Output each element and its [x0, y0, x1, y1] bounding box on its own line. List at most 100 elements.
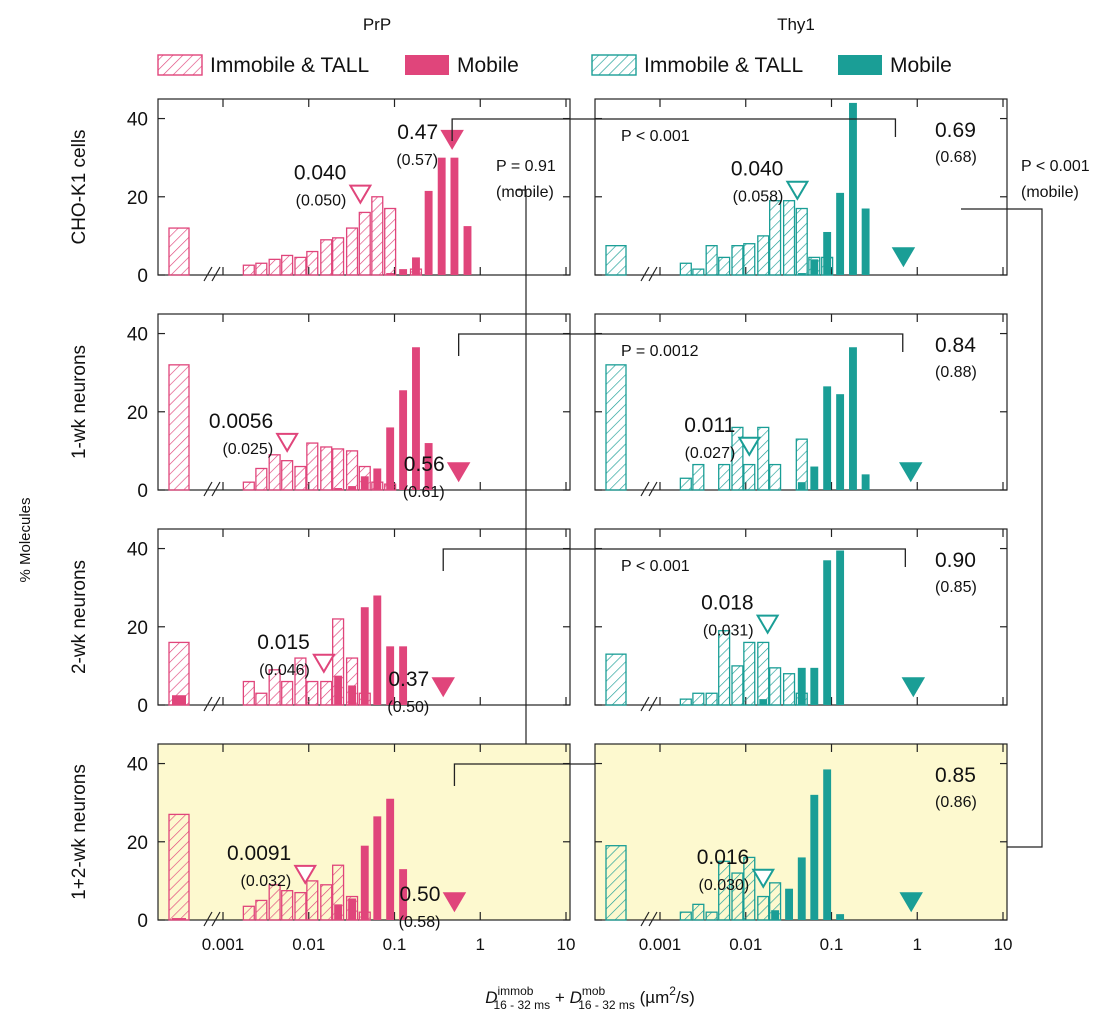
bracket-p-value — [451, 118, 897, 141]
bar-mobile — [373, 468, 382, 490]
bar-immobile — [692, 903, 705, 921]
y-tick-label: 20 — [127, 618, 148, 639]
x-label-unit-open: (µm — [635, 988, 669, 1007]
panel-thy1-3: 0.001 0.01 0.1 1 10 0.016 (0.030) 0.85 (0.86) — [594, 743, 1012, 954]
x-label-sub1: 16 - 32 ms — [493, 998, 550, 1012]
panel-prp-3: 0 20 40 0.001 0.01 0.1 1 10 0.0091 (0.032) 0.50 (0.… — [127, 743, 575, 954]
bar-immobile — [294, 256, 307, 276]
label-mobile-mean: (0.88) — [935, 364, 977, 381]
marker-immobile-median — [755, 614, 780, 635]
x-axis-label: Dimmob 16 - 32 ms + Dmob 16 - 32 ms (µm2/s… — [485, 984, 695, 1012]
marker-immobile-median — [348, 184, 373, 205]
y-tick-label: 0 — [137, 696, 148, 717]
bar-immobile-lowest — [605, 845, 627, 921]
label-immobile-median: 0.040 — [294, 162, 347, 185]
bar-immobile — [306, 680, 319, 706]
bar-immobile — [281, 890, 294, 921]
bar-mobile — [836, 550, 845, 705]
bar-immobile — [731, 426, 744, 491]
bar-mobile — [797, 482, 806, 490]
bar-immobile-lowest — [168, 227, 190, 276]
bar-mobile — [360, 607, 369, 705]
label-immobile-median: 0.011 — [684, 414, 735, 437]
bar-immobile — [255, 262, 268, 276]
bar-mobile — [810, 794, 819, 920]
bar-immobile — [743, 856, 756, 921]
x-label-d2: D — [570, 988, 582, 1007]
marker-immobile-median — [312, 653, 336, 674]
marker-immobile-median — [785, 180, 810, 201]
bar-mobile — [849, 102, 857, 276]
axis-break — [203, 696, 213, 712]
bar-mobile — [348, 898, 357, 920]
bar-mobile — [399, 269, 408, 275]
label-mobile-mean: (0.58) — [399, 914, 441, 931]
axis-break — [203, 481, 213, 497]
bar-mobile — [334, 675, 343, 705]
bar-mobile — [386, 646, 395, 705]
bar-mobile — [373, 595, 382, 705]
axis-break — [211, 481, 221, 497]
bar-immobile — [679, 911, 692, 921]
column-title-thy1: Thy1 — [777, 15, 815, 34]
y-tick-label: 0 — [137, 266, 148, 287]
bar-immobile — [371, 196, 384, 276]
bar-immobile — [769, 463, 782, 491]
legend-thy1: Immobile & TALL Mobile — [591, 54, 952, 77]
x-tick-label: 1 — [476, 935, 485, 954]
bar-immobile — [782, 673, 796, 706]
axis-break — [648, 481, 658, 497]
bar-immobile — [345, 450, 359, 491]
bar-mobile — [399, 390, 408, 490]
x-label-sup1: immob — [497, 984, 533, 998]
bar-immobile — [705, 911, 718, 921]
bar-immobile — [743, 243, 756, 276]
bar-immobile — [294, 891, 307, 921]
label-mobile-mean: (0.61) — [403, 484, 445, 501]
bar-immobile — [743, 641, 756, 706]
bar-immobile — [306, 250, 319, 276]
bar-immobile — [757, 641, 770, 706]
bar-immobile — [268, 669, 281, 706]
bar-immobile — [692, 268, 705, 276]
bar-immobile — [782, 200, 796, 276]
bar-mobile — [360, 845, 369, 920]
panel-prp-1: 0 20 40 0.0056 (0.025) 0.56 (0.61) — [127, 313, 571, 502]
stat-thy1-mobile-sub: (mobile) — [1021, 184, 1079, 201]
bar-mobile-lowest — [172, 918, 186, 920]
bar-mobile — [771, 910, 780, 920]
bar-immobile-lowest — [605, 364, 627, 491]
bar-mobile — [785, 888, 794, 920]
bar-mobile — [360, 476, 369, 490]
panel-prp-0: 0 20 40 0.040 (0.050) 0.47 (0.57) — [127, 98, 571, 287]
bar-mobile — [823, 231, 832, 275]
bar-mobile — [424, 190, 433, 275]
bar-immobile — [718, 630, 731, 706]
bar-immobile — [255, 899, 268, 921]
bar-mobile — [348, 486, 357, 490]
bar-immobile-lowest — [168, 364, 190, 491]
bar-immobile-lowest — [168, 813, 190, 921]
bar-immobile — [769, 200, 782, 276]
bar-immobile — [320, 884, 333, 921]
bar-mobile — [334, 488, 343, 490]
bar-immobile — [281, 680, 294, 706]
label-p-value: P < 0.001 — [621, 128, 690, 145]
bar-immobile — [795, 207, 808, 276]
label-immobile-mean: (0.032) — [241, 873, 292, 890]
bar-immobile — [268, 454, 281, 491]
y-tick-label: 0 — [137, 481, 148, 502]
legend-label-prp-immobile: Immobile & TALL — [210, 54, 369, 77]
x-label-plus: + — [550, 988, 569, 1007]
bar-mobile — [797, 667, 806, 705]
legend-label-thy1-mobile: Mobile — [890, 54, 952, 77]
axis-break — [211, 266, 221, 282]
marker-mobile-median — [891, 247, 916, 268]
column-title-prp: PrP — [363, 15, 391, 34]
bar-immobile — [692, 692, 705, 706]
axis-break — [648, 911, 658, 927]
label-mobile-median: 0.84 — [935, 334, 976, 357]
bar-mobile — [861, 208, 870, 275]
label-immobile-median: 0.040 — [731, 158, 784, 181]
marker-mobile-median — [446, 462, 471, 483]
